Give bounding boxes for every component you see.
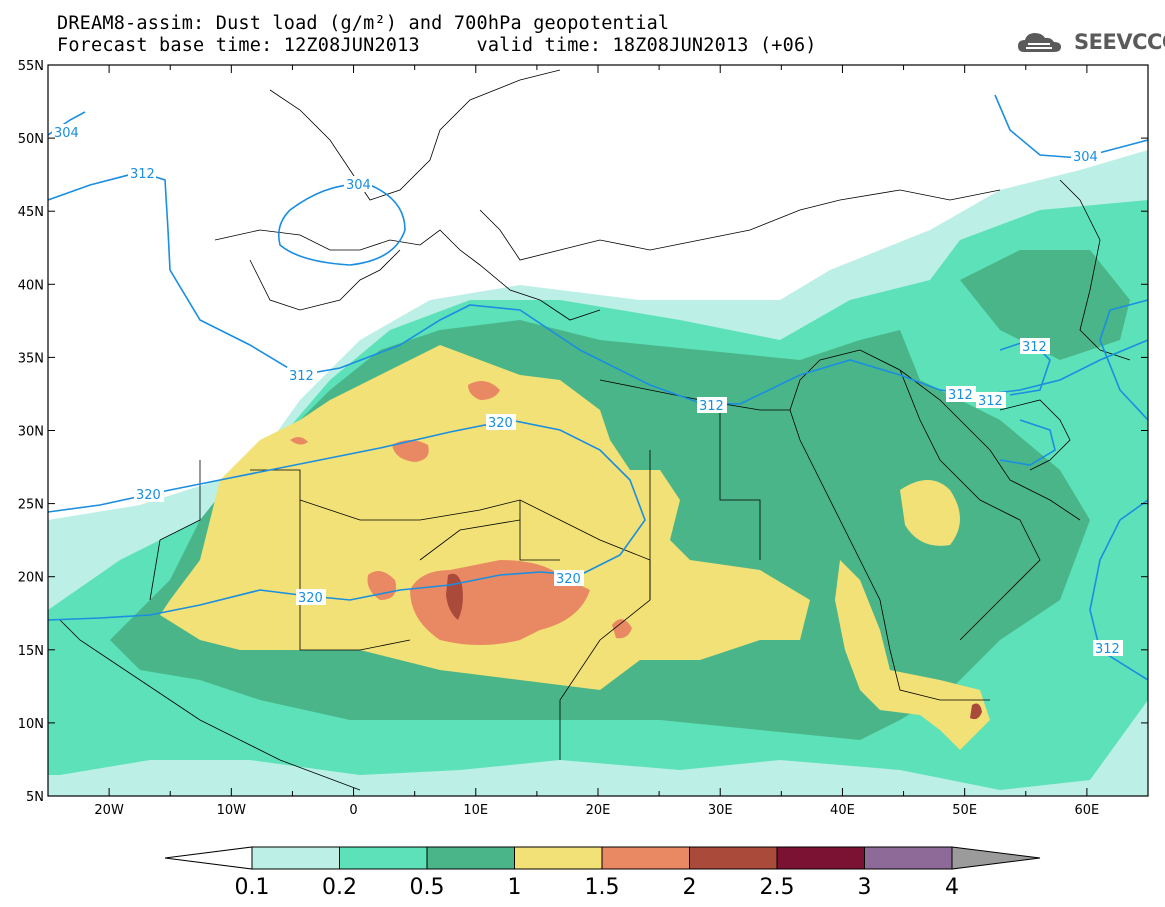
colorbar-label: 0.1 bbox=[235, 875, 270, 900]
colorbar-segment bbox=[514, 846, 603, 870]
dust-band-1.5 bbox=[468, 381, 500, 400]
lon-tick-label: 20W bbox=[94, 803, 124, 818]
contour-label: 312 bbox=[948, 388, 973, 403]
lat-tick-label: 20N bbox=[18, 571, 44, 586]
contour-label: 304 bbox=[54, 126, 79, 141]
colorbar: 0.1 0.2 0.5 1 1.5 2 2.5 3 4 bbox=[164, 846, 1041, 900]
colorbar-arrow-high bbox=[951, 846, 1041, 870]
lat-tick-label: 35N bbox=[18, 351, 44, 366]
dust-band-2 bbox=[970, 703, 982, 720]
contour-label: 304 bbox=[346, 178, 371, 193]
colorbar-segment bbox=[251, 846, 340, 870]
lat-tick-label: 50N bbox=[18, 132, 44, 147]
lon-tick-label: 60E bbox=[1075, 803, 1100, 818]
contour-label: 312 bbox=[1022, 340, 1047, 355]
contour-label: 312 bbox=[978, 394, 1003, 409]
dust-band-1.5 bbox=[392, 440, 429, 462]
contour-label: 320 bbox=[488, 416, 513, 431]
colorbar-segment bbox=[426, 846, 515, 870]
colorbar-label: 1 bbox=[508, 875, 522, 900]
lat-tick-label: 45N bbox=[18, 205, 44, 220]
dust-band-1 bbox=[900, 480, 960, 546]
dust-field bbox=[48, 65, 1148, 796]
lat-tick-label: 30N bbox=[18, 425, 44, 440]
lon-tick-label: 50E bbox=[952, 803, 977, 818]
colorbar-label: 2.5 bbox=[760, 875, 795, 900]
logo-text: SEEVCCC bbox=[1074, 30, 1165, 54]
contour-label: 304 bbox=[1073, 150, 1098, 165]
colorbar-label: 4 bbox=[945, 875, 959, 900]
lon-tick-label: 30E bbox=[708, 803, 733, 818]
colorbar-segment bbox=[339, 846, 428, 870]
cloud-icon bbox=[1018, 33, 1061, 52]
dust-band-1.5 bbox=[612, 619, 632, 639]
dust-band-1.5 bbox=[290, 436, 308, 445]
lon-tick-label: 40E bbox=[830, 803, 855, 818]
lat-tick-label: 55N bbox=[18, 59, 44, 74]
lat-tick-label: 25N bbox=[18, 498, 44, 513]
contour-label: 320 bbox=[136, 488, 161, 503]
colorbar-label: 0.2 bbox=[322, 875, 357, 900]
colorbar-label: 2 bbox=[683, 875, 697, 900]
map-subtitle: Forecast base time: 12Z08JUN2013 valid t… bbox=[57, 35, 817, 56]
colorbar-segment bbox=[864, 846, 953, 870]
lon-tick-label: 10E bbox=[463, 803, 488, 818]
colorbar-segment bbox=[689, 846, 778, 870]
contour-labels: 304 312 304 312 320 320 320 320 312 312 … bbox=[52, 124, 1123, 657]
lat-tick-label: 5N bbox=[26, 790, 44, 805]
colorbar-segment bbox=[776, 846, 865, 870]
contour-label: 320 bbox=[298, 591, 323, 606]
dust-band-0.5 bbox=[960, 250, 1130, 360]
colorbar-segment bbox=[601, 846, 690, 870]
contour-label: 312 bbox=[1095, 642, 1120, 657]
contour-label: 312 bbox=[289, 369, 314, 384]
lat-tick-label: 15N bbox=[18, 644, 44, 659]
colorbar-label: 3 bbox=[858, 875, 872, 900]
lon-tick-label: 20E bbox=[586, 803, 611, 818]
colorbar-label: 1.5 bbox=[585, 875, 620, 900]
colorbar-label: 0.5 bbox=[410, 875, 445, 900]
map-axes: 55N 50N 45N 40N 35N 30N 25N 20N 15N 10N 5N 20W 10W 0 1… bbox=[18, 59, 1149, 818]
contour-label: 312 bbox=[699, 399, 724, 414]
lon-tick-label: 10W bbox=[217, 803, 247, 818]
lat-tick-label: 40N bbox=[18, 278, 44, 293]
lat-tick-label: 10N bbox=[18, 717, 44, 732]
contour-label: 320 bbox=[556, 572, 581, 587]
contour-label: 312 bbox=[130, 167, 155, 182]
colorbar-arrow-low bbox=[164, 846, 253, 870]
map-title: DREAM8-assim: Dust load (g/m²) and 700hP… bbox=[57, 13, 670, 34]
lon-tick-label: 0 bbox=[349, 803, 357, 818]
dust-band-1 bbox=[835, 560, 990, 750]
coastlines bbox=[59, 69, 1131, 791]
